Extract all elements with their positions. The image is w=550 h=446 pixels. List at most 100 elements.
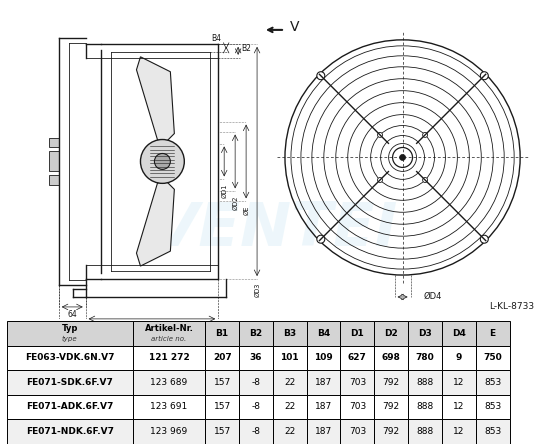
Circle shape (140, 140, 184, 183)
Circle shape (480, 235, 488, 243)
Bar (239, 419, 273, 444)
Bar (133, 346, 205, 370)
Bar (273, 419, 307, 444)
Text: FE071-ADK.6F.V7: FE071-ADK.6F.V7 (26, 402, 113, 412)
Bar (375, 321, 408, 346)
Text: D3: D3 (418, 329, 432, 338)
Text: B4: B4 (317, 329, 330, 338)
Text: 123 691: 123 691 (150, 402, 188, 412)
Text: ØD1: ØD1 (221, 183, 227, 198)
Text: D2: D2 (384, 329, 398, 338)
Text: 12: 12 (453, 427, 465, 436)
Bar (408, 321, 442, 346)
Bar (408, 370, 442, 395)
Bar (239, 321, 273, 346)
Bar (49, 175, 59, 186)
Bar (307, 321, 340, 346)
Text: 22: 22 (284, 402, 295, 412)
Text: 703: 703 (349, 402, 366, 412)
Text: Artikel-Nr.: Artikel-Nr. (145, 325, 194, 334)
Text: ØD3: ØD3 (254, 283, 260, 297)
Text: 627: 627 (348, 353, 367, 363)
Bar (442, 370, 476, 395)
Text: 888: 888 (416, 402, 433, 412)
Text: -8: -8 (251, 402, 261, 412)
Text: 157: 157 (213, 427, 231, 436)
Text: 187: 187 (315, 427, 332, 436)
Circle shape (399, 154, 405, 161)
Text: B2: B2 (249, 329, 262, 338)
Text: 121 272: 121 272 (148, 353, 189, 363)
Bar (307, 419, 340, 444)
Text: 123 969: 123 969 (150, 427, 188, 436)
Bar (273, 370, 307, 395)
Text: 698: 698 (382, 353, 400, 363)
Text: 64: 64 (67, 310, 77, 319)
Text: 888: 888 (416, 378, 433, 387)
Text: D1: D1 (350, 329, 364, 338)
Text: 792: 792 (383, 402, 400, 412)
Bar (133, 395, 205, 419)
Bar (307, 370, 340, 395)
Text: 9: 9 (455, 353, 462, 363)
Text: 157: 157 (213, 402, 231, 412)
Text: B3: B3 (283, 329, 296, 338)
Bar (442, 346, 476, 370)
Circle shape (480, 72, 488, 80)
Bar (408, 346, 442, 370)
Text: 12: 12 (453, 402, 465, 412)
Text: B4: B4 (211, 34, 221, 43)
Bar (340, 346, 375, 370)
Bar (476, 370, 510, 395)
Text: 780: 780 (416, 353, 434, 363)
Bar (133, 419, 205, 444)
Text: V: V (290, 20, 299, 34)
Text: 109: 109 (314, 353, 333, 363)
Text: -8: -8 (251, 378, 261, 387)
Bar (442, 419, 476, 444)
Circle shape (377, 132, 382, 137)
Bar (205, 395, 239, 419)
Text: -8: -8 (251, 427, 261, 436)
Text: 157: 157 (213, 378, 231, 387)
Bar (205, 419, 239, 444)
Circle shape (155, 153, 170, 169)
Bar (442, 321, 476, 346)
Bar (340, 395, 375, 419)
Text: 853: 853 (484, 378, 501, 387)
Text: 703: 703 (349, 427, 366, 436)
Text: E: E (490, 329, 496, 338)
Circle shape (422, 132, 427, 137)
Bar (375, 370, 408, 395)
Text: B1: B1 (134, 335, 144, 344)
Text: 703: 703 (349, 378, 366, 387)
Text: 123 689: 123 689 (150, 378, 188, 387)
Text: B3: B3 (147, 322, 157, 331)
Text: FE063-VDK.6N.V7: FE063-VDK.6N.V7 (25, 353, 114, 363)
Circle shape (393, 148, 412, 167)
Text: 888: 888 (416, 427, 433, 436)
Circle shape (377, 178, 382, 182)
Text: FE071-NDK.6F.V7: FE071-NDK.6F.V7 (26, 427, 114, 436)
Text: 792: 792 (383, 427, 400, 436)
Bar (307, 395, 340, 419)
Text: 792: 792 (383, 378, 400, 387)
Text: ØE: ØE (243, 205, 249, 215)
Text: 36: 36 (250, 353, 262, 363)
Bar (7, 346, 133, 370)
Text: VENTEI: VENTEI (152, 200, 398, 259)
Bar (408, 395, 442, 419)
Circle shape (422, 178, 427, 182)
Bar (476, 395, 510, 419)
Text: article no.: article no. (151, 336, 186, 342)
Bar (408, 419, 442, 444)
Bar (375, 395, 408, 419)
Bar (205, 370, 239, 395)
Text: B1: B1 (216, 329, 229, 338)
Text: type: type (62, 336, 78, 342)
Bar (7, 321, 133, 346)
Bar (133, 370, 205, 395)
Text: Typ: Typ (62, 325, 78, 334)
Text: 187: 187 (315, 378, 332, 387)
Bar (7, 419, 133, 444)
